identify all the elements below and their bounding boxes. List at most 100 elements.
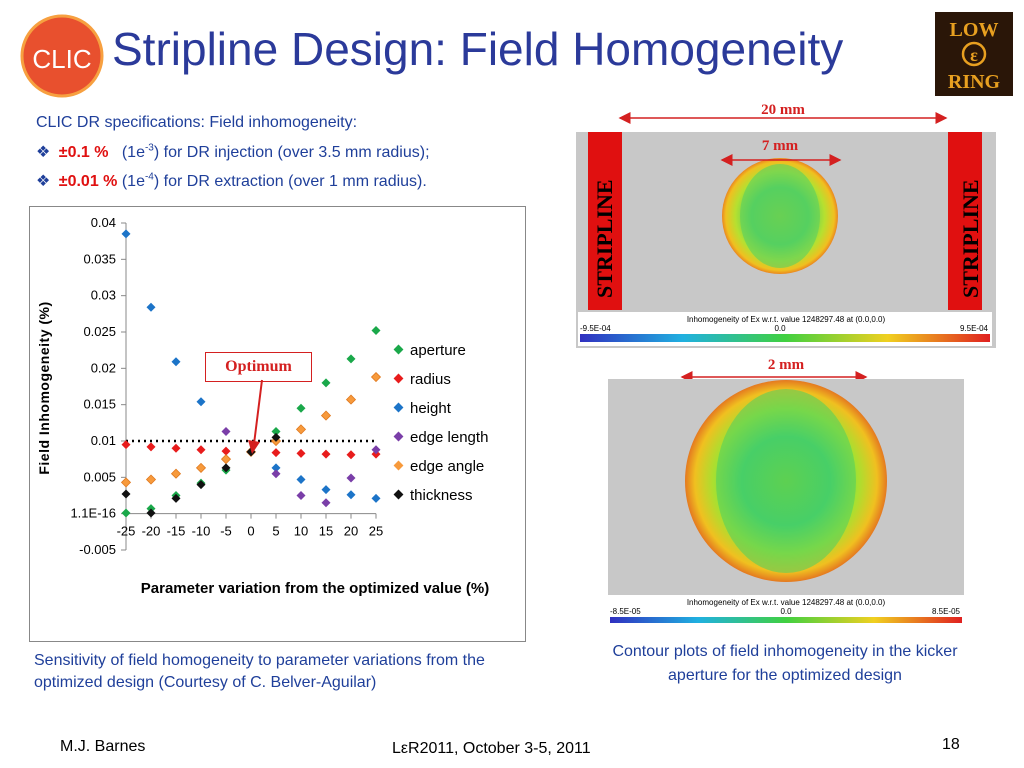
data-point-radius — [196, 445, 206, 455]
y-tick-label: 0.03 — [91, 288, 116, 303]
spec-text-post: ) for DR injection (over 3.5 mm radius); — [153, 144, 430, 161]
legend-marker — [393, 402, 404, 413]
x-tick-label: 20 — [344, 524, 358, 539]
x-tick-label: -20 — [142, 524, 161, 539]
data-point-height — [346, 490, 356, 500]
y-tick-label: 0.015 — [83, 397, 116, 412]
data-point-edge-angle — [170, 468, 182, 479]
y-tick-label: 0.04 — [91, 215, 116, 230]
data-point-thickness — [221, 463, 231, 473]
bullet-icon: ❖ — [36, 144, 51, 161]
legend-marker — [393, 373, 404, 384]
data-point-edge-angle — [145, 474, 157, 485]
data-point-edge-angle — [370, 371, 382, 383]
legend-label: radius — [410, 371, 451, 388]
spec-value: ±0.01 % — [58, 173, 118, 190]
data-point-thickness — [196, 480, 206, 490]
data-point-edge-angle — [120, 477, 132, 488]
legend-item-thickness: thickness — [393, 487, 473, 504]
y-tick-label: 0.005 — [83, 469, 116, 484]
x-tick-label: 0 — [247, 524, 254, 539]
legend-item-radius: radius — [393, 371, 451, 388]
x-tick-label: 5 — [272, 524, 279, 539]
sensitivity-chart: 0.04 0.035 0.03 0.025 0.02 0.015 0.01 0.005 1.1E… — [29, 206, 526, 642]
scale-max-top: 9.5E-04 — [960, 324, 989, 333]
legend-label: thickness — [410, 487, 473, 504]
x-tick-label: -10 — [192, 524, 211, 539]
optimum-arrow — [248, 379, 263, 454]
data-point-height — [296, 475, 306, 485]
legend-label: edge angle — [410, 458, 485, 475]
data-point-thickness — [146, 508, 156, 518]
footer-conference: LεR2011, October 3-5, 2011 — [392, 740, 591, 757]
scale-title-top: Inhomogeneity of Ex w.r.t. value 1248297… — [687, 315, 886, 324]
legend-marker — [393, 344, 404, 355]
clic-logo: CLIC — [20, 14, 104, 98]
y-tick-label: 1.1E-16 — [70, 506, 116, 521]
legend-marker — [393, 489, 404, 500]
spec-text-post: ) for DR extraction (over 1 mm radius). — [153, 173, 427, 190]
y-tick-label: 0.01 — [91, 433, 116, 448]
data-point-height — [196, 397, 206, 407]
x-tick-label: 25 — [369, 524, 383, 539]
data-point-radius — [171, 443, 181, 453]
x-tick-label: 10 — [294, 524, 308, 539]
data-point-height — [321, 485, 331, 495]
clic-logo-text: CLIC — [32, 44, 91, 74]
data-point-edge-angle — [295, 424, 307, 435]
data-point-aperture — [321, 378, 331, 388]
spec-value: ±0.1 % — [58, 144, 109, 161]
legend-marker — [393, 460, 404, 471]
data-point-radius — [296, 448, 306, 458]
dim-inner-label: 7 mm — [762, 138, 799, 154]
contour-caption: Contour plots of field inhomogeneity in … — [612, 643, 958, 684]
legend-label: height — [410, 400, 451, 417]
data-point-edge-angle — [320, 410, 332, 421]
data-point-edge-angle — [195, 462, 207, 473]
y-tick-label: 0.025 — [83, 324, 116, 339]
x-tick-label: -25 — [117, 524, 136, 539]
legend-item-aperture: aperture — [393, 342, 466, 359]
bullet-icon: ❖ — [36, 173, 51, 190]
dim-bottom-label: 2 mm — [768, 357, 805, 373]
data-point-edge-length — [296, 491, 306, 500]
legend-item-height: height — [393, 400, 451, 417]
data-point-height — [121, 229, 131, 239]
scale-min-top: -9.5E-04 — [580, 324, 611, 333]
x-tick-label: -15 — [167, 524, 186, 539]
slide-title: Stripline Design: Field Homogeneity — [112, 23, 844, 75]
data-point-edge-length — [321, 498, 331, 508]
data-point-height — [171, 357, 181, 367]
legend-item-edge-angle: edge angle — [393, 458, 485, 475]
scale-mid-top: 0.0 — [774, 324, 786, 333]
legend-item-edge-length: edge length — [393, 429, 488, 446]
x-tick-label: -5 — [220, 524, 232, 539]
data-point-edge-length — [371, 445, 381, 455]
contour-plot-top: STRIPLINE STRIPLINE 7 mm 20 mm Inhomogen… — [576, 102, 996, 348]
dim-outer-label: 20 mm — [761, 102, 805, 118]
spec-item-extraction: ❖ ±0.01 % (1e-4) for DR extraction (over… — [36, 171, 427, 191]
optimum-callout: Optimum — [205, 352, 312, 382]
data-point-radius — [146, 442, 156, 452]
data-point-edge-length — [346, 473, 356, 483]
chart-caption: Sensitivity of field homogeneity to para… — [34, 652, 485, 691]
data-point-edge-length — [221, 427, 231, 437]
chart-x-axis-label: Parameter variation from the optimized v… — [140, 580, 490, 597]
footer-author: M.J. Barnes — [60, 738, 146, 755]
svg-text:LOW: LOW — [950, 19, 999, 41]
y-tick-label: 0.02 — [91, 360, 116, 375]
data-point-edge-angle — [220, 454, 232, 465]
data-point-aperture — [271, 427, 281, 437]
svg-text:ε: ε — [970, 45, 978, 65]
spec-text-pre: (1e — [121, 173, 145, 190]
legend-marker — [393, 431, 404, 442]
data-point-aperture — [121, 508, 131, 518]
data-point-radius — [121, 440, 131, 450]
svg-text:RING: RING — [948, 71, 1001, 93]
data-point-aperture — [296, 403, 306, 413]
spec-heading: CLIC DR specifications: Field inhomogene… — [36, 114, 358, 131]
data-point-edge-length — [271, 469, 281, 479]
spec-sup: -4 — [144, 171, 154, 183]
scale-mid-bottom: 0.0 — [780, 607, 792, 616]
data-point-thickness — [271, 432, 281, 442]
